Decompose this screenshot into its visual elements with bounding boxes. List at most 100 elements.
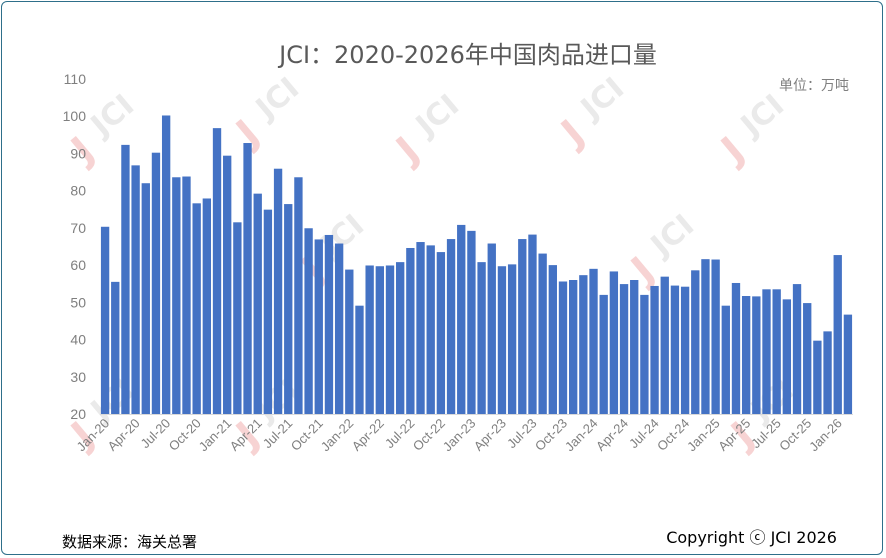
x-tick-label: Oct-22 bbox=[410, 416, 448, 454]
x-tick-label: Apr-22 bbox=[349, 416, 387, 454]
bar bbox=[182, 176, 191, 414]
bar bbox=[538, 253, 547, 414]
bar bbox=[334, 243, 344, 414]
y-tick-label: 40 bbox=[70, 332, 86, 348]
bar bbox=[100, 226, 110, 414]
bar bbox=[467, 230, 476, 414]
x-tick-label: Jan-22 bbox=[318, 416, 357, 455]
y-tick-label: 90 bbox=[70, 145, 86, 161]
bar bbox=[477, 262, 486, 414]
bar bbox=[396, 262, 405, 414]
x-tick-label: Apr-23 bbox=[471, 416, 509, 454]
bar bbox=[243, 143, 252, 414]
bar bbox=[426, 245, 435, 414]
watermark-logo-mark: J bbox=[711, 128, 752, 173]
bar-series bbox=[100, 115, 853, 414]
unit-label: 单位：万吨 bbox=[779, 78, 849, 94]
y-tick-label: 80 bbox=[70, 183, 86, 199]
bar bbox=[263, 209, 273, 414]
bar bbox=[151, 152, 161, 414]
x-tick-label: Oct-25 bbox=[776, 416, 814, 454]
bar bbox=[548, 265, 557, 414]
bar bbox=[528, 234, 537, 414]
bar bbox=[711, 259, 720, 414]
watermark-logo-mark: J bbox=[551, 111, 592, 156]
bar bbox=[650, 285, 659, 414]
watermark-text: JCI bbox=[83, 88, 141, 145]
y-tick-label: 20 bbox=[70, 406, 86, 422]
bar bbox=[721, 305, 730, 414]
bar bbox=[233, 222, 242, 414]
bar bbox=[599, 294, 608, 414]
bar bbox=[172, 177, 181, 414]
bar bbox=[375, 266, 384, 414]
bar bbox=[782, 299, 792, 414]
x-tick-label: Apr-24 bbox=[593, 416, 631, 454]
x-tick-label: Oct-24 bbox=[654, 416, 692, 454]
y-tick-label: 100 bbox=[63, 108, 87, 124]
bar bbox=[161, 115, 171, 414]
bar bbox=[589, 268, 598, 414]
bar bbox=[518, 239, 527, 414]
bar bbox=[223, 155, 232, 414]
bar bbox=[803, 303, 812, 414]
chart-title: JCI：2020-2026年中国肉品进口量 bbox=[277, 41, 657, 69]
watermark-logo-mark: J bbox=[386, 128, 427, 173]
bar bbox=[131, 165, 140, 414]
copyright-notice: Copyright ⓒ JCI 2026 bbox=[666, 528, 837, 547]
bar bbox=[558, 281, 568, 414]
bar bbox=[141, 183, 150, 414]
bar bbox=[416, 242, 425, 414]
bar bbox=[792, 284, 802, 414]
bar bbox=[701, 259, 710, 414]
bar bbox=[253, 193, 262, 414]
bar bbox=[273, 168, 283, 414]
bar bbox=[813, 340, 822, 414]
bar bbox=[660, 276, 669, 414]
x-tick-label: Oct-21 bbox=[288, 416, 326, 454]
bar bbox=[752, 296, 761, 414]
bar bbox=[569, 280, 578, 414]
bar bbox=[579, 275, 588, 414]
bar bbox=[833, 255, 842, 414]
watermark-text: JCI bbox=[408, 88, 466, 145]
watermark-text: JCI bbox=[248, 71, 306, 128]
x-tick-label: Oct-23 bbox=[532, 416, 570, 454]
y-tick-label: 30 bbox=[70, 369, 86, 385]
watermark-text: JCI bbox=[573, 71, 631, 128]
bar bbox=[446, 239, 456, 414]
bar bbox=[680, 286, 690, 414]
bar bbox=[487, 243, 496, 414]
bar bbox=[609, 271, 619, 414]
bar bbox=[457, 224, 466, 414]
x-tick-label: Jan-26 bbox=[806, 416, 845, 455]
bar bbox=[192, 203, 201, 414]
y-tick-label: 110 bbox=[64, 71, 87, 87]
bar bbox=[436, 252, 446, 414]
y-axis: 20 30 40 50 60 70 80 90 100 110 bbox=[63, 71, 87, 422]
bar bbox=[202, 198, 212, 414]
bar bbox=[111, 281, 120, 414]
bar bbox=[823, 331, 832, 414]
bar bbox=[365, 265, 374, 414]
bar bbox=[212, 128, 222, 414]
bar bbox=[385, 265, 395, 414]
bar bbox=[507, 264, 517, 414]
bar bbox=[294, 177, 303, 414]
y-tick-label: 70 bbox=[70, 220, 86, 236]
bar bbox=[772, 289, 781, 414]
bar bbox=[355, 305, 364, 414]
x-tick-label: Oct-20 bbox=[166, 416, 204, 454]
bar bbox=[284, 204, 293, 414]
bar bbox=[304, 228, 313, 414]
x-tick-label: Jan-24 bbox=[562, 416, 601, 455]
bar bbox=[345, 269, 354, 414]
bar bbox=[406, 247, 415, 414]
